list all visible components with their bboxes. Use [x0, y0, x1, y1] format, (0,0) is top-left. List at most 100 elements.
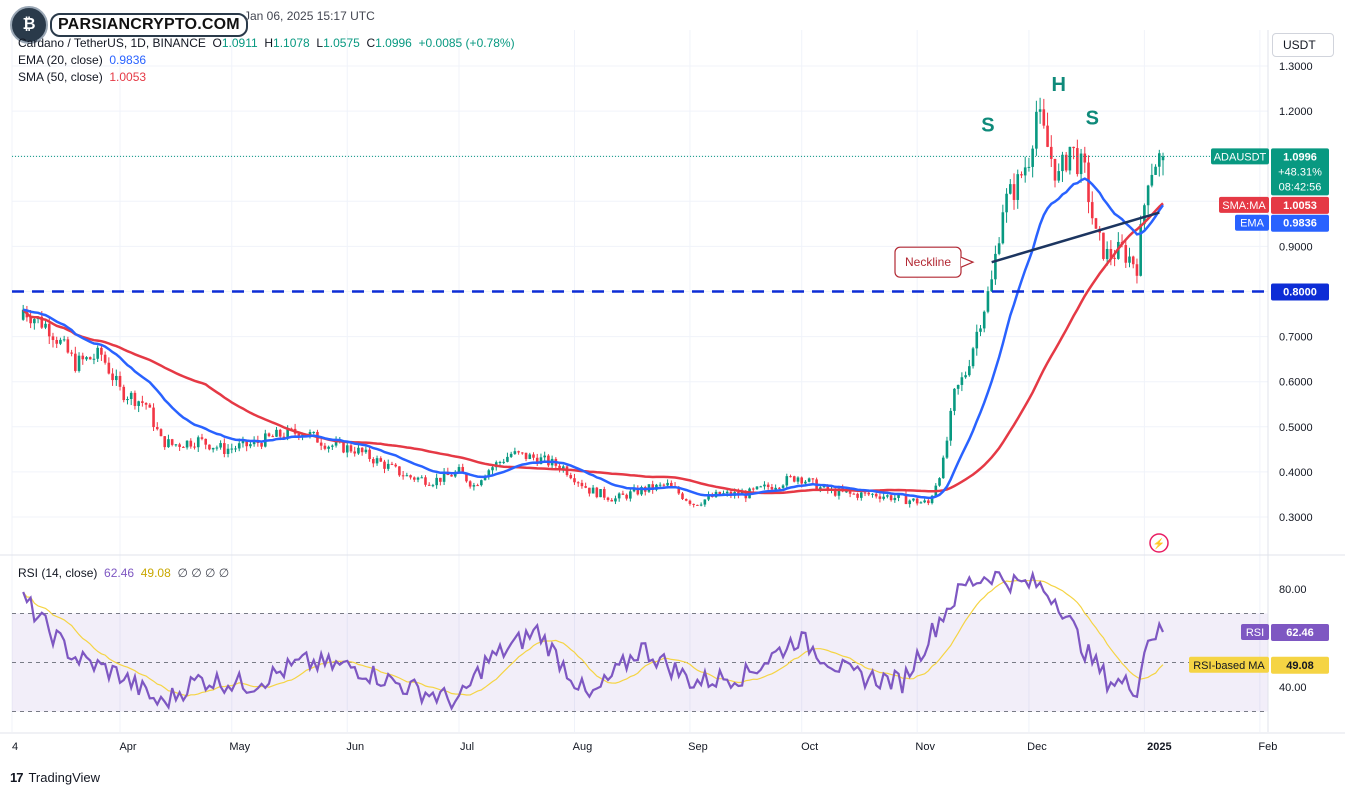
ema-label-box: [1235, 214, 1269, 231]
candle-body: [1128, 256, 1131, 263]
candle-body: [144, 402, 148, 405]
sma-legend[interactable]: SMA (50, close) 1.0053: [18, 70, 146, 84]
flash-alert-icon[interactable]: [1149, 533, 1169, 553]
candle-body: [47, 323, 51, 337]
last-price-tag-text: 08:42:56: [1279, 181, 1322, 193]
candle-body: [189, 440, 193, 447]
candle-body: [182, 446, 185, 448]
candle-body: [1090, 202, 1094, 219]
currency-button[interactable]: USDT: [1272, 33, 1334, 57]
candle-body: [953, 388, 956, 411]
candle-body: [152, 407, 155, 428]
candle-body: [502, 461, 505, 463]
candle-body: [1161, 156, 1165, 161]
candle-body: [70, 352, 73, 354]
candle-body: [126, 398, 129, 401]
candle-body: [543, 455, 546, 458]
candle-body: [725, 491, 729, 494]
candle-body: [308, 432, 312, 436]
timestamp: Jan 06, 2025 15:17 UTC: [244, 9, 375, 23]
ohlc-legend: Cardano / TetherUS, 1D, BINANCE O1.0911 …: [18, 36, 515, 50]
neckline-text: Neckline: [905, 255, 951, 269]
price-labels: 1.0996 +48.31% 08:42:56 ADAUSDT 1.0053 SMA:MA…: [1189, 148, 1329, 674]
candle-body: [237, 443, 241, 449]
candle-body: [383, 461, 386, 469]
ema-legend[interactable]: EMA (20, close) 0.9836: [18, 53, 146, 67]
candle-body: [100, 347, 103, 355]
y-tick-label: 1.2000: [1279, 106, 1313, 118]
rsi-label-text: RSI: [1246, 627, 1264, 639]
candle-body: [40, 316, 44, 328]
x-tick-label: Jun: [346, 741, 364, 753]
candle-body: [517, 451, 520, 453]
candle-body: [636, 488, 640, 495]
x-tick-label: Oct: [801, 741, 818, 753]
candle-body: [1135, 264, 1139, 276]
close-value: 1.0996: [375, 36, 412, 50]
candle-body: [547, 455, 550, 466]
candle-body: [614, 498, 617, 502]
rsi-tick-label: 40.00: [1279, 682, 1307, 694]
candle-body: [275, 429, 278, 437]
candle-body: [602, 489, 606, 498]
last-price-tag-text: +48.31%: [1278, 166, 1322, 178]
x-tick-label: Feb: [1258, 741, 1277, 753]
candle-body: [1031, 148, 1034, 167]
x-tick-label: Aug: [573, 741, 593, 753]
rsi-legend[interactable]: RSI (14, close) 62.46 49.08 ∅ ∅ ∅ ∅: [18, 566, 229, 580]
candle-body: [1027, 166, 1031, 168]
candle-body: [781, 485, 785, 488]
candle-body: [215, 447, 219, 449]
candle-body: [249, 444, 252, 447]
candle-body: [1005, 193, 1008, 213]
candle-body: [1068, 146, 1072, 171]
candle-body: [811, 478, 815, 480]
candle-body: [524, 452, 528, 459]
candle-body: [755, 486, 759, 490]
candle-body: [170, 439, 174, 445]
candle-body: [1001, 212, 1005, 244]
candle-body: [401, 475, 405, 477]
candle-body: [1083, 153, 1087, 163]
candle-body: [74, 353, 77, 371]
candle-body: [677, 487, 681, 494]
support-tag-text: 0.8000: [1283, 287, 1317, 299]
bitcoin-icon: ₿: [10, 6, 48, 44]
candle-body: [796, 477, 800, 482]
candle-body: [997, 243, 1001, 254]
candle-body: [491, 467, 494, 471]
candle-body: [230, 448, 234, 450]
candle-body: [278, 429, 282, 437]
pane-backgrounds: [0, 554, 1345, 712]
neckline-line[interactable]: [991, 211, 1160, 264]
candle-body: [1079, 153, 1083, 175]
candle-body: [535, 457, 539, 464]
candle-body: [696, 504, 699, 506]
candle-body: [599, 489, 602, 498]
candle-body: [766, 484, 770, 488]
rsi-label-box: [1241, 623, 1269, 640]
candle-body: [312, 431, 316, 433]
candle-body: [465, 473, 468, 482]
candle-body: [345, 445, 349, 453]
candle-body: [115, 375, 118, 381]
candle-body: [88, 357, 92, 360]
candle-body: [856, 493, 859, 498]
candle-body: [908, 500, 912, 505]
candle-body: [468, 481, 472, 487]
candle-body: [174, 444, 178, 446]
candle-body: [927, 500, 930, 504]
candle-body: [986, 291, 990, 312]
candle-body: [1012, 184, 1016, 200]
candle-body: [792, 476, 796, 482]
y-tick-label: 0.6000: [1279, 377, 1313, 389]
candle-body: [375, 458, 379, 464]
flash-glyph-icon: ⚡: [1153, 537, 1165, 550]
candle-body: [938, 478, 941, 486]
candle-body: [211, 447, 215, 450]
candle-body: [163, 436, 167, 448]
candle-body: [334, 441, 338, 446]
candle-body: [424, 477, 427, 485]
candle-body: [92, 358, 96, 360]
